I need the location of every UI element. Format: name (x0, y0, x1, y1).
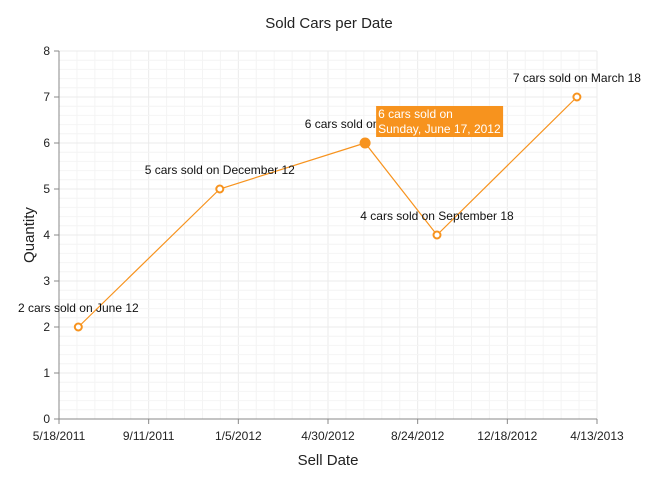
data-label: 5 cars sold on December 12 (145, 163, 295, 177)
tooltip-line1: 6 cars sold on (378, 107, 453, 121)
x-tick-label: 4/30/2012 (301, 429, 355, 443)
y-tick-label: 4 (43, 228, 50, 242)
y-tick-label: 7 (43, 90, 50, 104)
tooltip-box (376, 106, 504, 137)
x-axis-label: Sell Date (298, 452, 359, 469)
x-tick-label: 12/18/2012 (477, 429, 537, 443)
x-tick-label: 8/24/2012 (391, 429, 445, 443)
x-tick-label: 4/13/2013 (570, 429, 624, 443)
data-label: 2 cars sold on June 12 (18, 301, 139, 315)
data-point (73, 322, 83, 332)
y-tick-label: 3 (43, 274, 50, 288)
y-axis-label: Quantity (21, 207, 38, 263)
x-tick-label: 1/5/2012 (215, 429, 262, 443)
data-label: 4 cars sold on September 18 (360, 209, 514, 223)
y-tick-label: 0 (43, 412, 50, 426)
data-label: 7 cars sold on March 18 (513, 71, 641, 85)
data-point (432, 230, 442, 240)
data-point (572, 92, 582, 102)
tooltip-line2: Sunday, June 17, 2012 (378, 122, 501, 136)
y-tick-label: 6 (43, 136, 50, 150)
x-tick-label: 9/11/2011 (123, 429, 175, 443)
data-point (359, 137, 371, 149)
x-tick-label: 5/18/2011 (33, 429, 86, 443)
y-tick-label: 5 (43, 182, 50, 196)
y-tick-label: 2 (43, 320, 50, 334)
chart-title: Sold Cars per Date (265, 15, 393, 32)
data-point (215, 184, 225, 194)
y-tick-label: 1 (43, 366, 50, 380)
y-tick-label: 8 (43, 44, 50, 58)
